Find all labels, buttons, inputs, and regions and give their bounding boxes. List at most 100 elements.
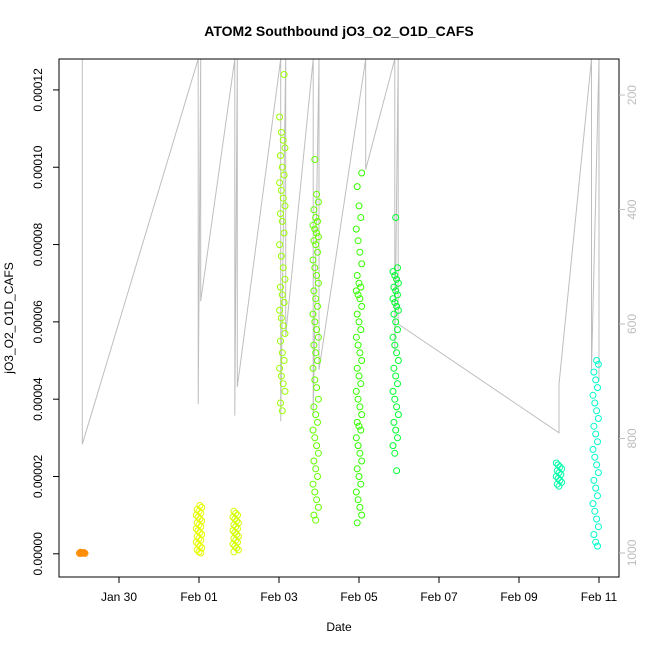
data-point: [392, 318, 400, 326]
data-point: [393, 275, 401, 283]
data-point: [389, 333, 397, 341]
data-point: [352, 434, 360, 442]
data-point: [357, 380, 365, 388]
data-point: [192, 538, 200, 546]
data-point: [594, 542, 601, 550]
data-point: [357, 426, 365, 434]
data-point: [594, 360, 602, 368]
data-point: [352, 287, 360, 295]
data-point: [394, 357, 402, 364]
data-point: [281, 387, 289, 395]
x-tick-label: Feb 01: [180, 590, 218, 604]
data-point: [394, 264, 401, 272]
data-point: [277, 186, 285, 194]
x-tick-label: Feb 07: [420, 590, 458, 604]
y-axis: 0.00000 0.00002 0.00004 0.00006 0.00008 0.000…: [31, 68, 59, 576]
data-point: [353, 272, 361, 279]
data-point: [192, 511, 200, 519]
data-point: [593, 357, 601, 364]
data-point: [280, 357, 288, 364]
data-point: [553, 480, 561, 488]
data-point: [594, 523, 602, 531]
data-point: [590, 531, 598, 538]
x-tick-label: Jan 30: [101, 590, 137, 604]
data-point: [314, 198, 322, 206]
data-point: [392, 372, 400, 380]
data-point: [358, 260, 366, 268]
altitude-trace-layer: [81, 58, 600, 445]
data-point: [313, 442, 321, 450]
y-tick-label: 0.00004: [31, 377, 45, 421]
y-tick-label: 0.00006: [31, 300, 45, 344]
data-point: [355, 279, 363, 287]
data-point: [592, 484, 600, 492]
data-points-layer: [76, 71, 602, 557]
data-point: [589, 445, 597, 453]
data-point: [276, 306, 284, 314]
data-point: [392, 287, 400, 295]
data-point: [391, 341, 399, 349]
data-point: [229, 513, 237, 521]
data-point: [594, 384, 601, 392]
data-point: [278, 217, 286, 225]
data-point: [393, 403, 401, 411]
data-point: [592, 376, 600, 384]
data-point: [230, 548, 238, 556]
data-point: [281, 275, 289, 283]
data-point: [309, 426, 317, 434]
data-point: [590, 422, 598, 430]
data-point: [229, 540, 237, 548]
data-point: [309, 364, 317, 372]
data-point: [555, 482, 563, 490]
data-point: [311, 488, 319, 496]
data-point: [552, 459, 560, 467]
data-point: [391, 449, 399, 457]
data-point: [392, 214, 400, 221]
data-point: [352, 333, 360, 341]
data-point: [195, 548, 203, 556]
y2-tick-label: 200: [625, 85, 639, 105]
data-point: [277, 210, 284, 218]
data-point: [357, 214, 365, 221]
data-point: [313, 190, 321, 198]
data-point: [389, 268, 397, 276]
data-point: [355, 422, 363, 430]
data-point: [357, 326, 365, 334]
data-point: [391, 395, 399, 403]
data-point: [314, 503, 322, 511]
y-tick-label: 0.00002: [31, 454, 45, 498]
data-point: [279, 322, 287, 330]
y2-tick-label: 600: [625, 314, 639, 334]
data-point: [314, 248, 321, 256]
data-point: [277, 283, 284, 291]
x-tick-label: Feb 11: [581, 590, 618, 604]
data-point: [591, 507, 599, 515]
data-point: [355, 202, 363, 210]
data-point: [389, 387, 397, 395]
data-point: [390, 364, 398, 372]
data-point: [310, 457, 318, 465]
data-point: [353, 519, 361, 527]
data-point: [310, 237, 318, 245]
data-point: [314, 217, 321, 225]
y-tick-label: 0.00000: [31, 532, 45, 576]
data-point: [358, 169, 366, 177]
data-point: [358, 511, 366, 519]
data-point: [192, 525, 200, 533]
data-point: [312, 241, 320, 249]
data-point: [314, 418, 321, 426]
data-point: [313, 384, 321, 392]
data-point: [353, 310, 361, 318]
data-point: [234, 546, 242, 554]
data-point: [279, 136, 287, 144]
data-point: [391, 272, 399, 279]
data-point: [594, 469, 602, 477]
data-point: [281, 144, 289, 152]
altitude-trace-line: [81, 58, 600, 445]
data-point: [313, 229, 321, 237]
data-point: [280, 71, 288, 78]
y2-tick-label: 1000: [625, 539, 639, 566]
data-point: [352, 488, 360, 496]
data-point: [353, 418, 361, 426]
data-point: [197, 549, 205, 557]
